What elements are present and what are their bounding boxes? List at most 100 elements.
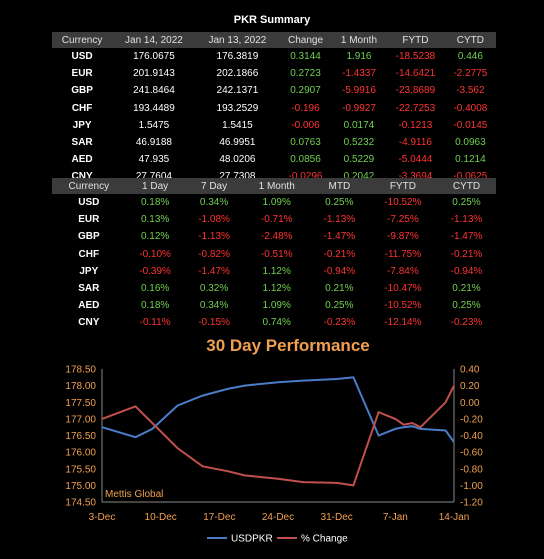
right-axis-tick-label: 0.40 — [460, 365, 480, 376]
value-cell: 176.0675 — [133, 51, 175, 63]
value-cell: -10.52% — [384, 300, 422, 312]
value-cell: -2.2775 — [453, 68, 488, 80]
x-axis-tick-label: 7-Jan — [383, 512, 408, 523]
value-cell: 0.0856 — [290, 154, 321, 166]
left-axis-tick-label: 178.00 — [65, 381, 96, 392]
value-cell: 201.9143 — [133, 68, 175, 80]
value-cell: -0.82% — [198, 248, 230, 260]
column-header: 7 Day — [184, 178, 244, 194]
value-cell: -1.13% — [450, 214, 483, 226]
value-cell: 0.12% — [140, 231, 170, 243]
currency-cell: CHF — [71, 102, 93, 114]
left-axis-tick-label: 178.50 — [65, 365, 96, 376]
column-header: Currency — [52, 32, 113, 48]
value-cell: 48.0206 — [219, 154, 256, 166]
left-axis-tick-label: 175.00 — [65, 481, 96, 492]
table-row: EUR 0.13% -1.08% -0.71% -1.13% -7.25% -1.13% — [52, 211, 496, 228]
chart-title: 30 Day Performance — [206, 336, 369, 355]
value-cell: -9.87% — [387, 231, 419, 243]
pkr-summary-title: PKR Summary — [233, 14, 311, 26]
column-header: 1 Month — [243, 178, 310, 194]
table-row: AED 0.18% 0.34% 1.09% 0.25% -10.52% 0.25% — [52, 297, 496, 314]
value-cell: 0.16% — [140, 283, 170, 295]
value-cell: -2.48% — [260, 231, 293, 243]
left-axis-tick-label: 176.50 — [65, 431, 96, 442]
currency-cell: EUR — [71, 68, 93, 80]
value-cell: -18.5238 — [395, 51, 436, 63]
currency-cell: JPY — [79, 265, 99, 277]
column-header: CYTD — [444, 32, 496, 48]
value-cell: -0.71% — [260, 214, 293, 226]
value-cell: -12.14% — [384, 317, 422, 329]
currency-cell: AED — [71, 154, 93, 166]
value-cell: 27.7604 — [135, 171, 172, 183]
value-cell: -0.39% — [139, 265, 171, 277]
table-row: EUR 201.9143 202.1866 0.2723 -1.4337 -14.6421… — [52, 65, 496, 82]
value-cell: 0.2042 — [343, 171, 375, 183]
value-cell: 0.2723 — [290, 68, 321, 80]
right-axis-tick-label: 0.00 — [460, 398, 480, 409]
value-cell: -0.0296 — [288, 171, 323, 183]
column-header: FYTD — [368, 178, 437, 194]
currency-cell: EUR — [78, 214, 100, 226]
value-cell: 0.74% — [262, 317, 291, 329]
value-cell: -5.9916 — [341, 85, 376, 97]
right-axis-tick-label: 0.20 — [460, 381, 480, 392]
value-cell: -1.13% — [323, 214, 356, 226]
value-cell: 1.12% — [262, 265, 291, 277]
value-cell: -10.47% — [384, 283, 422, 295]
value-cell: 0.446 — [457, 51, 483, 63]
left-axis-tick-label: 176.00 — [65, 448, 96, 459]
value-cell: -0.23% — [450, 317, 483, 329]
value-cell: 0.21% — [452, 283, 481, 295]
value-cell: -0.51% — [260, 248, 293, 260]
value-cell: 0.0174 — [343, 119, 375, 131]
value-cell: -0.94% — [450, 265, 483, 277]
value-cell: 193.4489 — [133, 102, 175, 114]
column-header: Currency — [52, 178, 126, 194]
column-header: 1 Day — [125, 178, 185, 194]
value-cell: -1.47% — [450, 231, 483, 243]
value-cell: 1.5475 — [138, 119, 170, 131]
value-cell: 0.34% — [199, 300, 229, 312]
currency-cell: GBP — [77, 231, 100, 243]
table-row: SAR 0.16% 0.32% 1.12% 0.21% -10.47% 0.21% — [52, 280, 496, 297]
value-cell: 1.12% — [262, 283, 291, 295]
value-cell: -0.11% — [139, 317, 171, 329]
value-cell: -0.4008 — [453, 102, 488, 114]
right-axis-tick-label: -0.60 — [460, 448, 483, 459]
value-cell: -0.15% — [198, 317, 230, 329]
table-row: USD 0.18% 0.34% 1.09% 0.25% -10.52% 0.25% — [52, 194, 496, 211]
currency-cell: JPY — [72, 119, 92, 131]
performance-table: Currency 1 Day 7 Day 1 Month MTD FYTD CYTD USD… — [52, 178, 496, 332]
left-axis-tick-label: 175.50 — [65, 464, 96, 475]
value-cell: -3.562 — [456, 85, 485, 97]
right-axis-tick-label: -1.20 — [460, 498, 483, 509]
column-header: FYTD — [386, 32, 445, 48]
value-cell: -0.196 — [291, 102, 320, 114]
value-cell: -1.47% — [323, 231, 356, 243]
value-cell: 0.25% — [325, 300, 354, 312]
performance-table-body: USD 0.18% 0.34% 1.09% 0.25% -10.52% 0.25% EUR 0.… — [52, 194, 496, 332]
value-cell: 242.1371 — [216, 85, 259, 97]
value-cell: 1.09% — [262, 197, 291, 209]
column-header: MTD — [309, 178, 369, 194]
currency-cell: SAR — [78, 283, 100, 295]
performance-chart: 30 Day Performance 174.50 175.00 175.50 176.… — [65, 336, 483, 545]
value-cell: 193.2529 — [216, 102, 259, 114]
table-row: CNY -0.11% -0.15% 0.74% -0.23% -12.14% -0.23% — [52, 314, 496, 331]
value-cell: -7.25% — [387, 214, 419, 226]
right-axis-tick-label: -0.20 — [460, 414, 483, 425]
table-row: JPY -0.39% -1.47% 1.12% -0.94% -7.84% -0.94% — [52, 263, 496, 280]
value-cell: -0.21% — [450, 248, 483, 260]
value-cell: -0.21% — [323, 248, 356, 260]
x-axis-tick-label: 14-Jan — [439, 512, 470, 523]
left-axis-tick-label: 174.50 — [65, 498, 96, 509]
rates-table-body: USD 176.0675 176.3819 0.3144 1.916 -18.5238 0.… — [52, 48, 496, 186]
currency-cell: CNY — [71, 171, 93, 183]
value-cell: 0.25% — [325, 197, 354, 209]
value-cell: 0.21% — [325, 283, 354, 295]
value-cell: -0.23% — [323, 317, 356, 329]
value-cell: 0.25% — [452, 300, 481, 312]
x-axis-tick-label: 24-Dec — [262, 512, 294, 523]
